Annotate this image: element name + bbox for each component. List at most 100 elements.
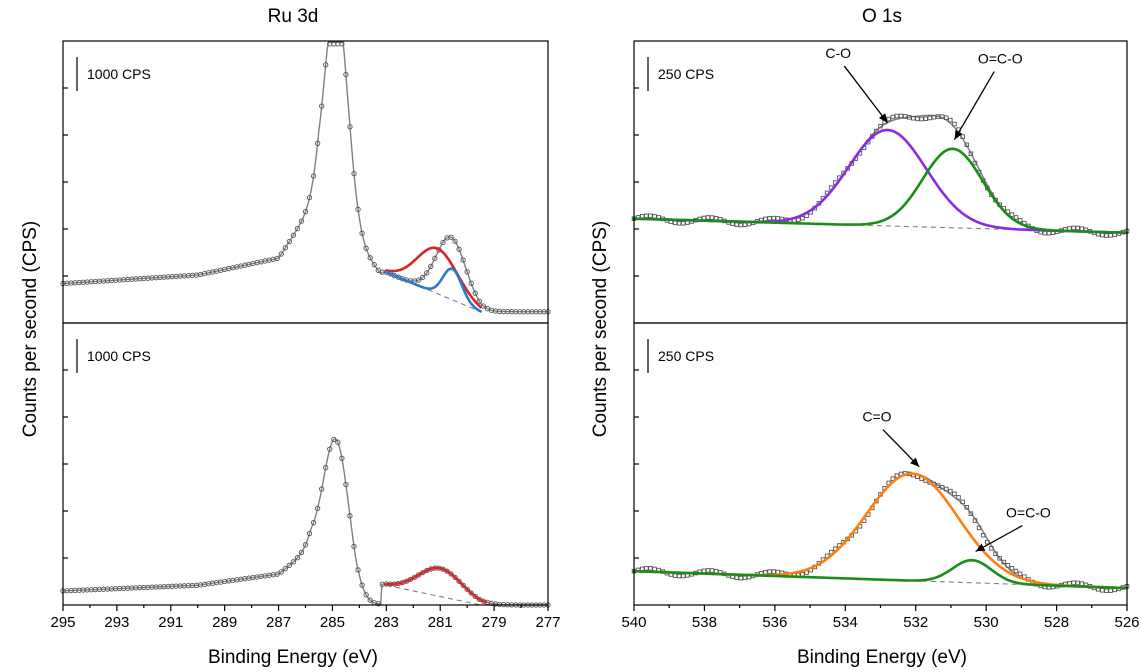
data-point — [898, 113, 904, 119]
data-point — [1108, 233, 1113, 238]
o-x-tick-label: 534 — [833, 614, 858, 631]
data-point — [738, 575, 744, 581]
o-x-tick-label: 532 — [903, 614, 928, 631]
data-point — [648, 566, 653, 571]
o-top-fit-component-0 — [632, 128, 1129, 235]
o-bottom-fit-component-0 — [632, 472, 1129, 590]
o-bottom-annotation-label-0: C=O — [862, 409, 891, 425]
ru-bottom-envelope-line — [62, 438, 549, 606]
ru-x-tick-label: 291 — [158, 614, 183, 631]
data-point — [1046, 230, 1052, 236]
ru-top-scale-label: 1000 CPS — [87, 66, 151, 82]
data-point — [298, 549, 305, 556]
data-point — [968, 511, 974, 516]
ru-x-tick-label: 289 — [212, 614, 237, 631]
o-bottom-annotation-arrowhead-0 — [910, 457, 920, 467]
o-x-axis-label: Binding Energy (eV) — [797, 647, 967, 668]
ru-top-background-line — [386, 271, 481, 313]
data-point — [763, 569, 768, 575]
data-point — [878, 123, 883, 129]
data-point — [989, 546, 994, 551]
data-point — [1013, 215, 1019, 220]
data-point — [763, 216, 768, 222]
data-point — [705, 568, 711, 573]
ru-x-axis: 295 293 291 289 287 285 283 281 279 277 — [50, 605, 561, 631]
data-point — [1075, 225, 1080, 231]
data-point — [1009, 212, 1015, 217]
data-point — [472, 593, 478, 599]
data-point — [1009, 565, 1015, 571]
data-point — [468, 280, 474, 286]
data-point — [432, 255, 438, 261]
data-point — [907, 115, 912, 120]
data-point — [302, 208, 309, 215]
data-point — [935, 114, 941, 119]
data-point — [1071, 580, 1076, 586]
data-point — [931, 114, 937, 120]
data-point — [681, 220, 686, 226]
ru-x-tick-label: 277 — [535, 614, 560, 631]
data-point — [771, 215, 776, 221]
o-x-tick-label: 538 — [692, 614, 717, 631]
data-point — [644, 566, 649, 571]
o-chart-title: O 1s — [862, 6, 902, 27]
o-top-annotation-arrow-1 — [953, 71, 995, 141]
ru-bottom-measured-points — [60, 436, 551, 608]
data-point — [355, 567, 361, 573]
data-point — [468, 590, 474, 596]
data-point — [800, 572, 805, 577]
data-point — [363, 592, 369, 598]
data-point — [472, 290, 478, 296]
data-point — [452, 238, 458, 244]
ru-top-envelope-line — [62, 41, 549, 313]
ru-bottom-scale-label: 1000 CPS — [87, 348, 151, 364]
data-point — [298, 218, 305, 224]
data-point — [960, 134, 965, 139]
data-point — [359, 230, 365, 236]
data-point — [919, 116, 924, 122]
o-top-fit-component-1 — [632, 147, 1129, 235]
data-point — [1001, 559, 1007, 565]
o-x-tick-label: 536 — [762, 614, 787, 631]
data-point — [968, 151, 974, 156]
data-point — [701, 215, 707, 221]
data-point — [351, 171, 357, 177]
ru-bottom-panel: 1000 CPS — [60, 322, 551, 608]
data-point — [460, 257, 466, 263]
data-point — [339, 455, 345, 461]
data-point — [420, 274, 426, 281]
ru-x-tick-label: 281 — [428, 614, 453, 631]
data-point — [282, 565, 288, 572]
data-point — [972, 160, 978, 166]
ru-chart-title: Ru 3d — [268, 6, 319, 27]
data-point — [290, 232, 297, 238]
o-top-scale-label: 250 CPS — [658, 66, 714, 82]
ru-top-fit-component-0 — [385, 246, 482, 309]
data-point — [424, 270, 430, 276]
o-bottom-annotation-label-1: O=C-O — [1006, 505, 1051, 521]
data-point — [672, 220, 678, 226]
data-point — [306, 195, 313, 201]
data-point — [886, 116, 891, 122]
data-point — [894, 113, 900, 119]
o-top-panel: C-O O=C-O 250 CPS — [631, 40, 1130, 324]
o-top-annotation-arrowhead-1 — [954, 129, 963, 140]
data-point — [734, 222, 739, 227]
data-point — [1100, 588, 1105, 593]
ru-bottom-frame — [62, 322, 549, 606]
data-point — [274, 255, 280, 262]
o-x-tick-label: 530 — [974, 614, 999, 631]
data-point — [935, 483, 941, 488]
data-point — [1071, 225, 1076, 231]
data-point — [1100, 232, 1105, 238]
data-point — [416, 277, 422, 283]
data-point — [339, 41, 345, 47]
data-point — [985, 539, 990, 545]
data-point — [1042, 230, 1048, 236]
data-point — [323, 464, 329, 471]
data-point — [771, 569, 776, 574]
data-point — [952, 121, 957, 127]
data-point — [796, 217, 801, 223]
data-point — [1017, 571, 1023, 577]
data-point — [282, 245, 288, 251]
